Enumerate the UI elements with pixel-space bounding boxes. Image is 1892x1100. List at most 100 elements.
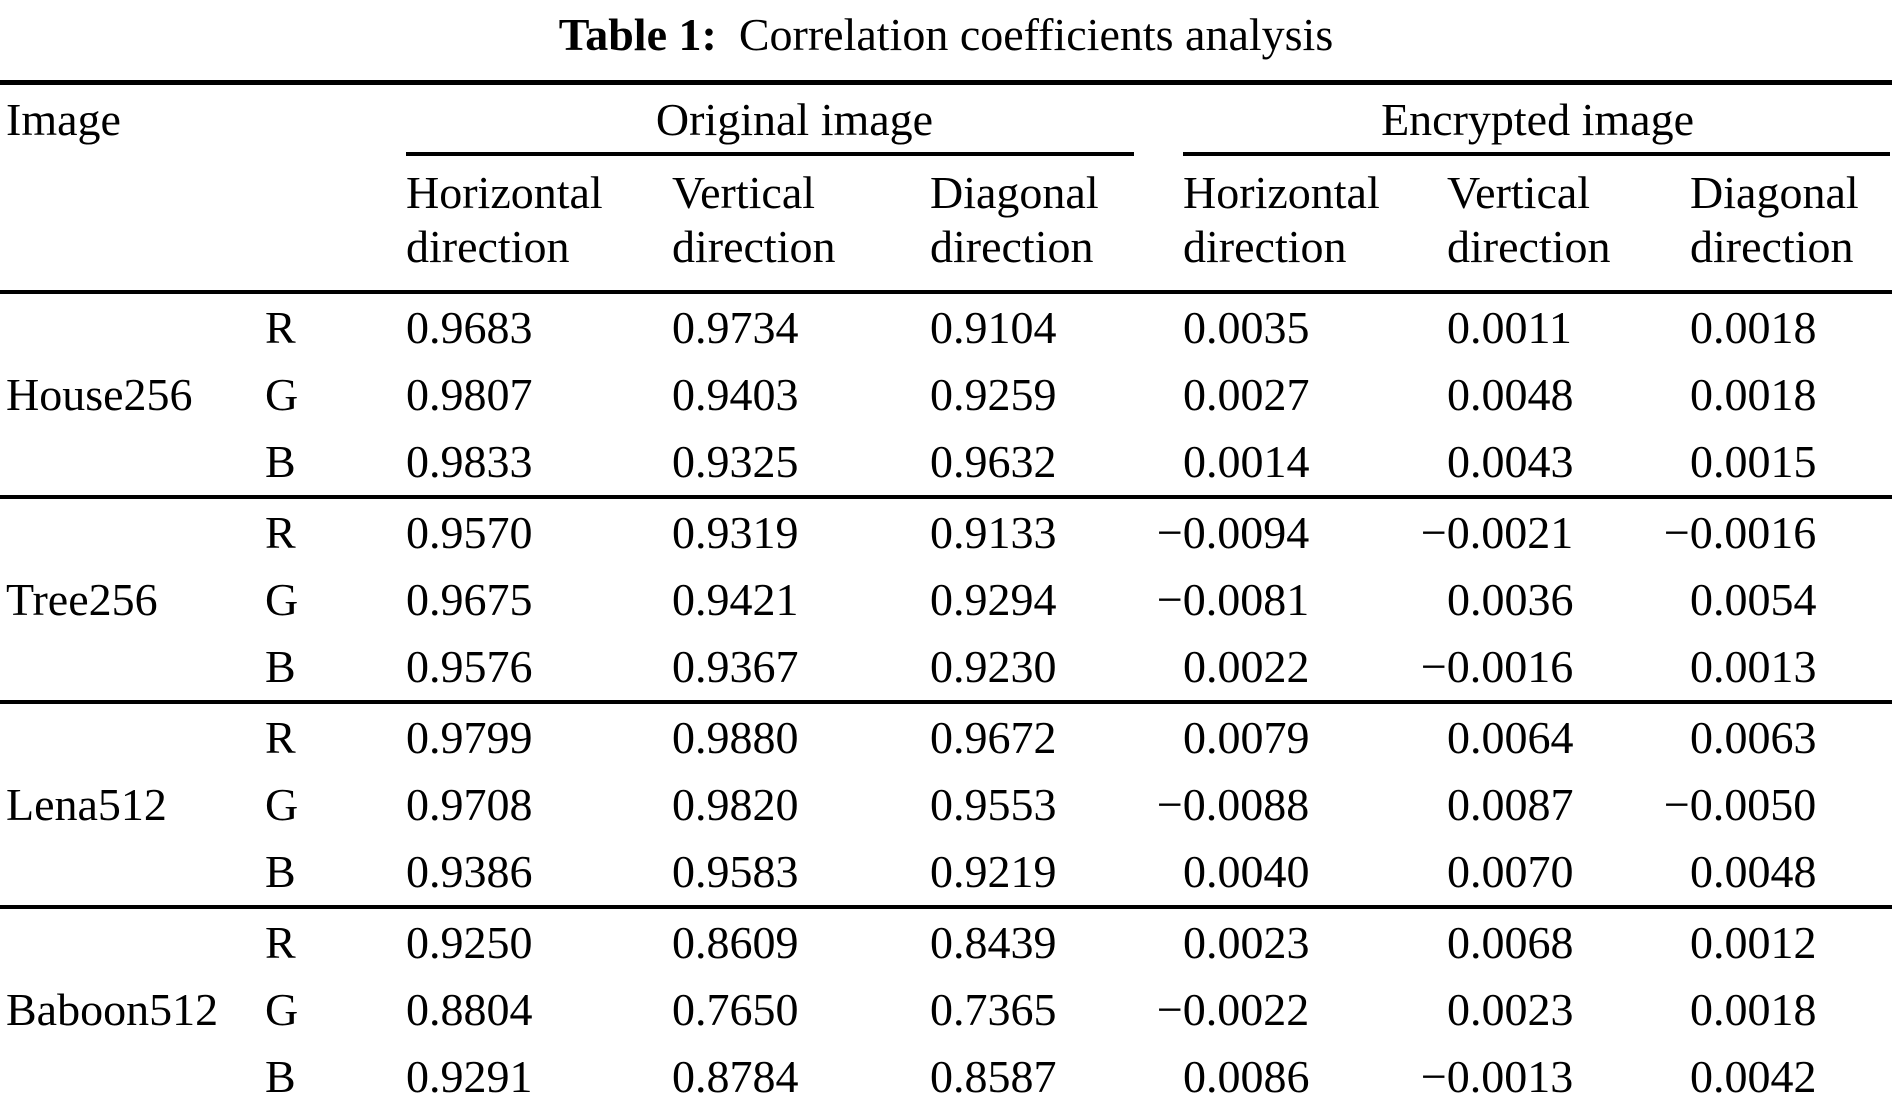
- cell-value: 0.9880: [672, 712, 799, 763]
- cell-value: −0.0088: [1156, 779, 1310, 830]
- cell-value: −0.0094: [1156, 507, 1310, 558]
- table-row: B 0.9576 0.9367 0.9230 0.0022 −0.0016 0.…: [0, 633, 1892, 702]
- cell-value: 0.0042: [1690, 1051, 1817, 1100]
- cell-value: 0.0079: [1183, 712, 1310, 763]
- cell-value: 0.8587: [930, 1051, 1057, 1100]
- cell-value: 0.8804: [406, 984, 533, 1035]
- cell-value: 0.9319: [672, 507, 799, 558]
- cell-value: 0.0087: [1447, 779, 1574, 830]
- channel-cell: B: [265, 641, 296, 692]
- cell-value: −0.0050: [1663, 779, 1817, 830]
- cell-value: 0.9820: [672, 779, 799, 830]
- table-row: Baboon512 R 0.9250 0.8609 0.8439 0.0023 …: [0, 907, 1892, 1035]
- cell-value: 0.0054: [1690, 574, 1817, 625]
- cell-value: 0.0048: [1447, 369, 1574, 420]
- channel-cell: B: [265, 436, 296, 487]
- table-row: B 0.9291 0.8784 0.8587 0.0086 −0.0013 0.…: [0, 1043, 1892, 1100]
- column-header-original-horizontal: Horizontal direction: [406, 167, 603, 272]
- column-header-original-diagonal: Diagonal direction: [930, 167, 1099, 272]
- column-header-original-vertical: Vertical direction: [672, 167, 836, 272]
- spanner-encrypted-label: Encrypted image: [1381, 94, 1694, 145]
- channel-cell: B: [265, 846, 296, 897]
- channel-cell: R: [265, 712, 296, 763]
- channel-cell: G: [265, 574, 299, 625]
- table-caption: Table 1: Correlation coefficients analysi…: [0, 0, 1892, 80]
- cell-value: 0.7365: [930, 984, 1057, 1035]
- cell-value: −0.0016: [1420, 641, 1574, 692]
- column-header-encrypted-vertical: Vertical direction: [1447, 167, 1611, 272]
- cell-value: 0.0022: [1183, 641, 1310, 692]
- cell-value: 0.9421: [672, 574, 799, 625]
- cell-value: 0.0018: [1690, 302, 1817, 353]
- channel-cell: R: [265, 917, 296, 968]
- table-row: Lena512 R 0.9799 0.9880 0.9672 0.0079 0.…: [0, 702, 1892, 830]
- cell-value: 0.0011: [1447, 302, 1572, 353]
- image-name-cell: House256: [6, 369, 193, 420]
- cell-value: 0.0013: [1690, 641, 1817, 692]
- cell-value: 0.0018: [1690, 369, 1817, 420]
- cell-value: 0.0018: [1690, 984, 1817, 1035]
- cell-value: 0.9250: [406, 917, 533, 968]
- cell-value: 0.9294: [930, 574, 1057, 625]
- cell-value: 0.9133: [930, 507, 1057, 558]
- cell-value: −0.0013: [1420, 1051, 1574, 1100]
- image-name-cell: Baboon512: [6, 984, 219, 1035]
- table-row: G 0.9708 0.9820 0.9553 −0.0088 0.0087 −0…: [0, 771, 1892, 838]
- channel-cell: G: [265, 369, 299, 420]
- cell-value: 0.0043: [1447, 436, 1574, 487]
- spanner-original-image: Original image: [406, 83, 1183, 156]
- cell-value: 0.9583: [672, 846, 799, 897]
- table-row: House256 R 0.9683 0.9734 0.9104 0.0035 0…: [0, 292, 1892, 420]
- channel-cell: G: [265, 984, 299, 1035]
- cell-value: 0.9367: [672, 641, 799, 692]
- cell-value: 0.7650: [672, 984, 799, 1035]
- image-name-cell: Tree256: [6, 574, 158, 625]
- caption-label: Table 1:: [558, 9, 717, 60]
- cell-value: 0.9325: [672, 436, 799, 487]
- cell-value: 0.0063: [1690, 712, 1817, 763]
- cell-value: 0.9632: [930, 436, 1057, 487]
- table-row: G 0.9675 0.9421 0.9294 −0.0081 0.0036 0.…: [0, 566, 1892, 633]
- row-group-tree256: Tree256 R 0.9570 0.9319 0.9133 −0.0094 −…: [0, 497, 1892, 702]
- cell-value: 0.9734: [672, 302, 799, 353]
- cell-value: 0.9104: [930, 302, 1057, 353]
- cell-value: 0.0064: [1447, 712, 1574, 763]
- caption-title: Correlation coefficients analysis: [738, 9, 1334, 60]
- cell-value: 0.0027: [1183, 369, 1310, 420]
- correlation-table: Image Original image Encrypted image Hor…: [0, 80, 1892, 1100]
- spanner-original-rule: [406, 152, 1135, 156]
- cell-value: 0.9403: [672, 369, 799, 420]
- column-header-channel-spacer: [258, 83, 406, 293]
- cell-value: 0.8439: [930, 917, 1057, 968]
- cell-value: −0.0021: [1420, 507, 1574, 558]
- cell-value: −0.0022: [1156, 984, 1310, 1035]
- cell-value: 0.9291: [406, 1051, 533, 1100]
- cell-value: 0.9799: [406, 712, 533, 763]
- cell-value: 0.0040: [1183, 846, 1310, 897]
- cell-value: 0.9553: [930, 779, 1057, 830]
- column-header-encrypted-diagonal: Diagonal direction: [1690, 167, 1859, 272]
- table-row: B 0.9833 0.9325 0.9632 0.0014 0.0043 0.0…: [0, 428, 1892, 497]
- table-row: G 0.9807 0.9403 0.9259 0.0027 0.0048 0.0…: [0, 361, 1892, 428]
- channel-cell: B: [265, 1051, 296, 1100]
- table-row: Tree256 R 0.9570 0.9319 0.9133 −0.0094 −…: [0, 497, 1892, 625]
- channel-cell: R: [265, 302, 296, 353]
- cell-value: 0.0070: [1447, 846, 1574, 897]
- row-group-baboon512: Baboon512 R 0.9250 0.8609 0.8439 0.0023 …: [0, 907, 1892, 1100]
- cell-value: 0.9675: [406, 574, 533, 625]
- cell-value: 0.9219: [930, 846, 1057, 897]
- cell-value: 0.0086: [1183, 1051, 1310, 1100]
- cell-value: 0.9683: [406, 302, 533, 353]
- cell-value: 0.9570: [406, 507, 533, 558]
- cell-value: 0.9672: [930, 712, 1057, 763]
- cell-value: 0.8609: [672, 917, 799, 968]
- table-header: Image Original image Encrypted image Hor…: [0, 82, 1892, 293]
- cell-value: 0.9833: [406, 436, 533, 487]
- cell-value: 0.8784: [672, 1051, 799, 1100]
- cell-value: 0.9576: [406, 641, 533, 692]
- row-group-lena512: Lena512 R 0.9799 0.9880 0.9672 0.0079 0.…: [0, 702, 1892, 907]
- column-header-image: Image: [6, 94, 121, 145]
- cell-value: 0.0023: [1183, 917, 1310, 968]
- cell-value: 0.9259: [930, 369, 1057, 420]
- cell-value: 0.9386: [406, 846, 533, 897]
